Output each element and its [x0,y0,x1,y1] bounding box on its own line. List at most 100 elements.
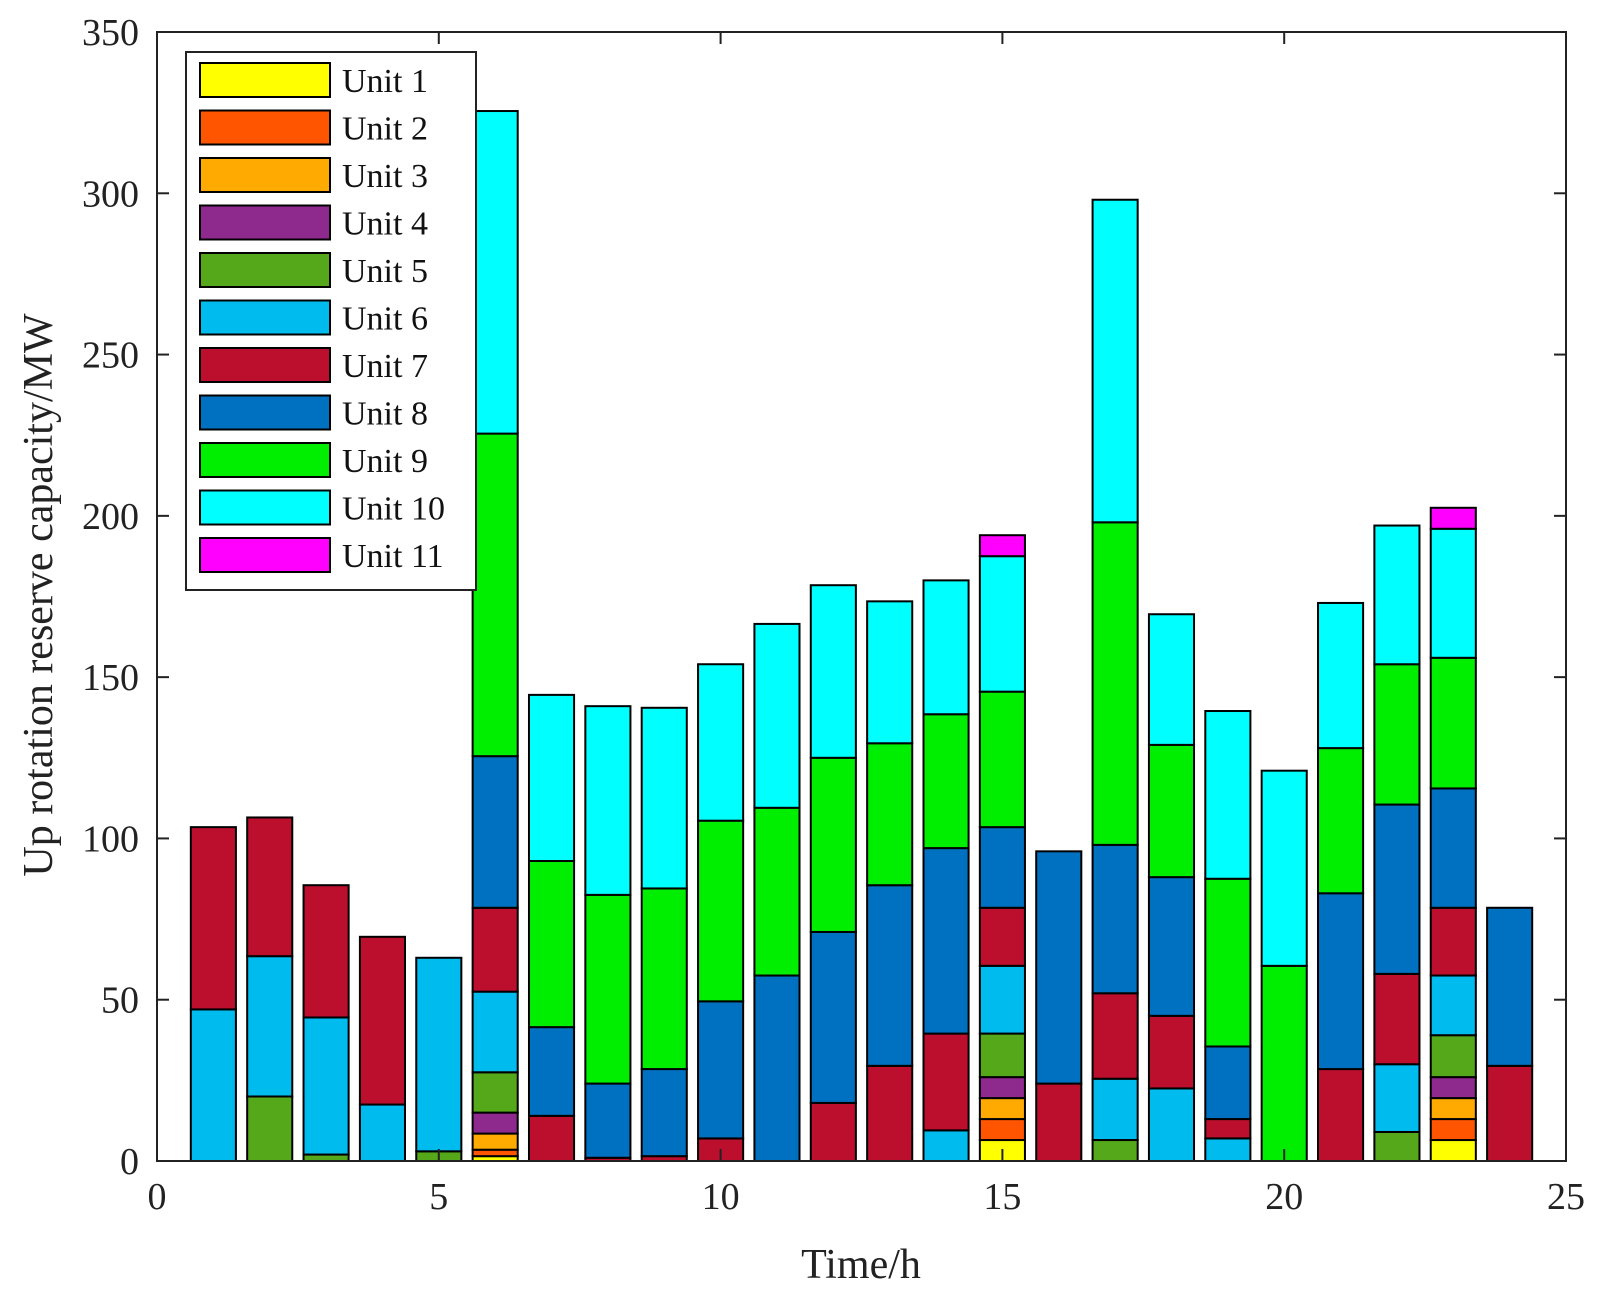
legend-swatch-unit-11 [199,537,331,573]
y-tick-label: 50 [101,980,139,1022]
legend-label-unit-6: Unit 6 [342,301,428,338]
bar-segment-hour-14-unit-8 [922,847,970,1035]
bar-segment-hour-22-unit-7 [1373,972,1421,1066]
bar-segment-hour-10-unit-9 [697,819,745,1003]
bar-segment-hour-15-unit-9 [978,690,1026,829]
bar-segment-hour-18-unit-8 [1147,876,1196,1017]
bar-segment-hour-12-unit-7 [809,1101,857,1162]
bar-segment-hour-14-unit-7 [922,1032,970,1132]
legend-swatch-unit-5 [199,252,331,288]
bar-segment-hour-6-unit-5 [471,1071,519,1114]
y-tick-label: 300 [82,173,139,215]
x-tick-label: 5 [429,1176,448,1218]
bar-segment-hour-18-unit-7 [1147,1014,1196,1090]
bar-segment-hour-13-unit-7 [866,1064,914,1162]
legend-label-unit-11: Unit 11 [342,538,444,575]
bar-segment-hour-17-unit-10 [1091,198,1139,524]
plot-frame [156,31,1567,1162]
bar-segment-hour-14-unit-10 [922,579,970,716]
bar-segment-hour-9-unit-10 [640,706,688,890]
x-tick-labels: 0 5 10 15 20 25 [148,1176,1586,1218]
bar-segment-hour-24-unit-7 [1486,1064,1534,1162]
bar-segment-hour-15-unit-5 [978,1032,1026,1079]
bar-segment-hour-2-unit-6 [246,955,294,1098]
x-tick-label: 15 [983,1176,1021,1218]
bar-segment-hour-22-unit-5 [1373,1130,1421,1162]
bar-segment-hour-6-unit-10 [471,110,519,435]
bar-segment-hour-10-unit-10 [697,663,745,822]
bar-segment-hour-18-unit-6 [1147,1087,1196,1163]
bar-segment-hour-6-unit-4 [471,1111,519,1135]
legend-label-unit-4: Unit 4 [342,206,428,243]
bar-segment-hour-22-unit-9 [1373,663,1421,806]
bar-segment-hour-2-unit-5 [246,1095,294,1162]
bar-segment-hour-14-unit-6 [922,1129,970,1162]
bar-segment-hour-23-unit-8 [1429,787,1477,909]
bar-segment-hour-17-unit-9 [1091,521,1139,846]
bar-segment-hour-23-unit-3 [1429,1097,1477,1121]
x-tick-label: 10 [702,1176,740,1218]
y-tick-labels: 0 50 100 150 200 250 300 350 [82,12,139,1183]
bar-segment-hour-17-unit-5 [1091,1139,1139,1163]
x-tick-label: 25 [1547,1176,1585,1218]
bar-segment-hour-22-unit-6 [1373,1063,1421,1133]
bar-segment-hour-21-unit-9 [1317,747,1365,895]
bar-segment-hour-24-unit-8 [1486,906,1534,1067]
bar-segment-hour-22-unit-8 [1373,803,1421,975]
bar-segment-hour-23-unit-5 [1429,1034,1477,1079]
legend: Unit 1 Unit 2 Unit 3 Unit 4 Unit 5 Unit 6 Unit… [185,51,477,591]
bar-segment-hour-20-unit-10 [1260,769,1308,967]
bar-segment-hour-9-unit-9 [640,887,688,1071]
bar-segment-hour-15-unit-7 [978,906,1026,967]
bar-segment-hour-3-unit-7 [302,884,350,1019]
bar-segment-hour-23-unit-11 [1429,506,1477,530]
bar-segment-hour-14-unit-9 [922,713,970,850]
bar-segment-hour-19-unit-7 [1204,1118,1252,1140]
legend-swatch-unit-10 [199,489,331,526]
bar-segment-hour-8-unit-9 [584,893,632,1085]
legend-label-unit-10: Unit 10 [342,491,445,528]
bar-segment-hour-7-unit-7 [527,1114,576,1162]
bar-segment-hour-1-unit-6 [189,1008,237,1163]
y-tick-label: 100 [82,818,139,860]
bar-segment-hour-23-unit-10 [1429,527,1477,659]
legend-swatch-unit-9 [199,442,331,478]
bar-segment-hour-19-unit-10 [1204,710,1252,880]
bar-segment-hour-8-unit-10 [584,705,632,896]
bar-segment-hour-11-unit-10 [753,622,801,809]
bar-segment-hour-19-unit-8 [1204,1045,1252,1121]
legend-label-unit-8: Unit 8 [342,396,428,433]
bar-segment-hour-23-unit-9 [1429,656,1477,790]
bar-segment-hour-15-unit-3 [978,1097,1026,1121]
bar-segment-hour-6-unit-8 [471,755,519,909]
bar-segment-hour-17-unit-6 [1091,1077,1139,1142]
axis-ticks [156,31,1567,1162]
bar-segment-hour-6-unit-3 [471,1132,519,1151]
bar-segment-hour-7-unit-10 [527,693,576,862]
bar-segment-hour-15-unit-8 [978,826,1026,909]
legend-swatch-unit-1 [199,62,331,98]
bar-segment-hour-22-unit-10 [1373,524,1421,666]
x-tick-label: 0 [148,1176,167,1218]
bar-segment-hour-19-unit-6 [1204,1137,1252,1163]
bar-segment-hour-15-unit-11 [978,534,1026,558]
bar-segment-hour-15-unit-4 [978,1076,1026,1100]
legend-label-unit-1: Unit 1 [342,63,428,100]
legend-label-unit-9: Unit 9 [342,443,428,480]
legend-swatch-unit-7 [199,347,331,383]
bar-segment-hour-12-unit-9 [809,756,857,933]
legend-swatch-unit-8 [199,394,331,431]
legend-label-unit-7: Unit 7 [342,348,428,385]
bar-segment-hour-6-unit-6 [471,990,519,1074]
y-tick-label: 250 [82,335,139,377]
bar-segment-hour-17-unit-7 [1091,992,1139,1080]
y-tick-label: 350 [82,12,139,54]
bar-segment-hour-7-unit-9 [527,860,576,1029]
bar-segment-hour-12-unit-8 [809,930,857,1104]
bar-segment-hour-18-unit-10 [1147,613,1196,746]
bar-segment-hour-8-unit-8 [584,1082,632,1159]
bar-segment-hour-21-unit-7 [1317,1068,1365,1162]
bar-segment-hour-6-unit-7 [471,906,519,993]
bar-segment-hour-13-unit-10 [866,600,914,745]
bar-segment-hour-13-unit-8 [866,884,914,1067]
